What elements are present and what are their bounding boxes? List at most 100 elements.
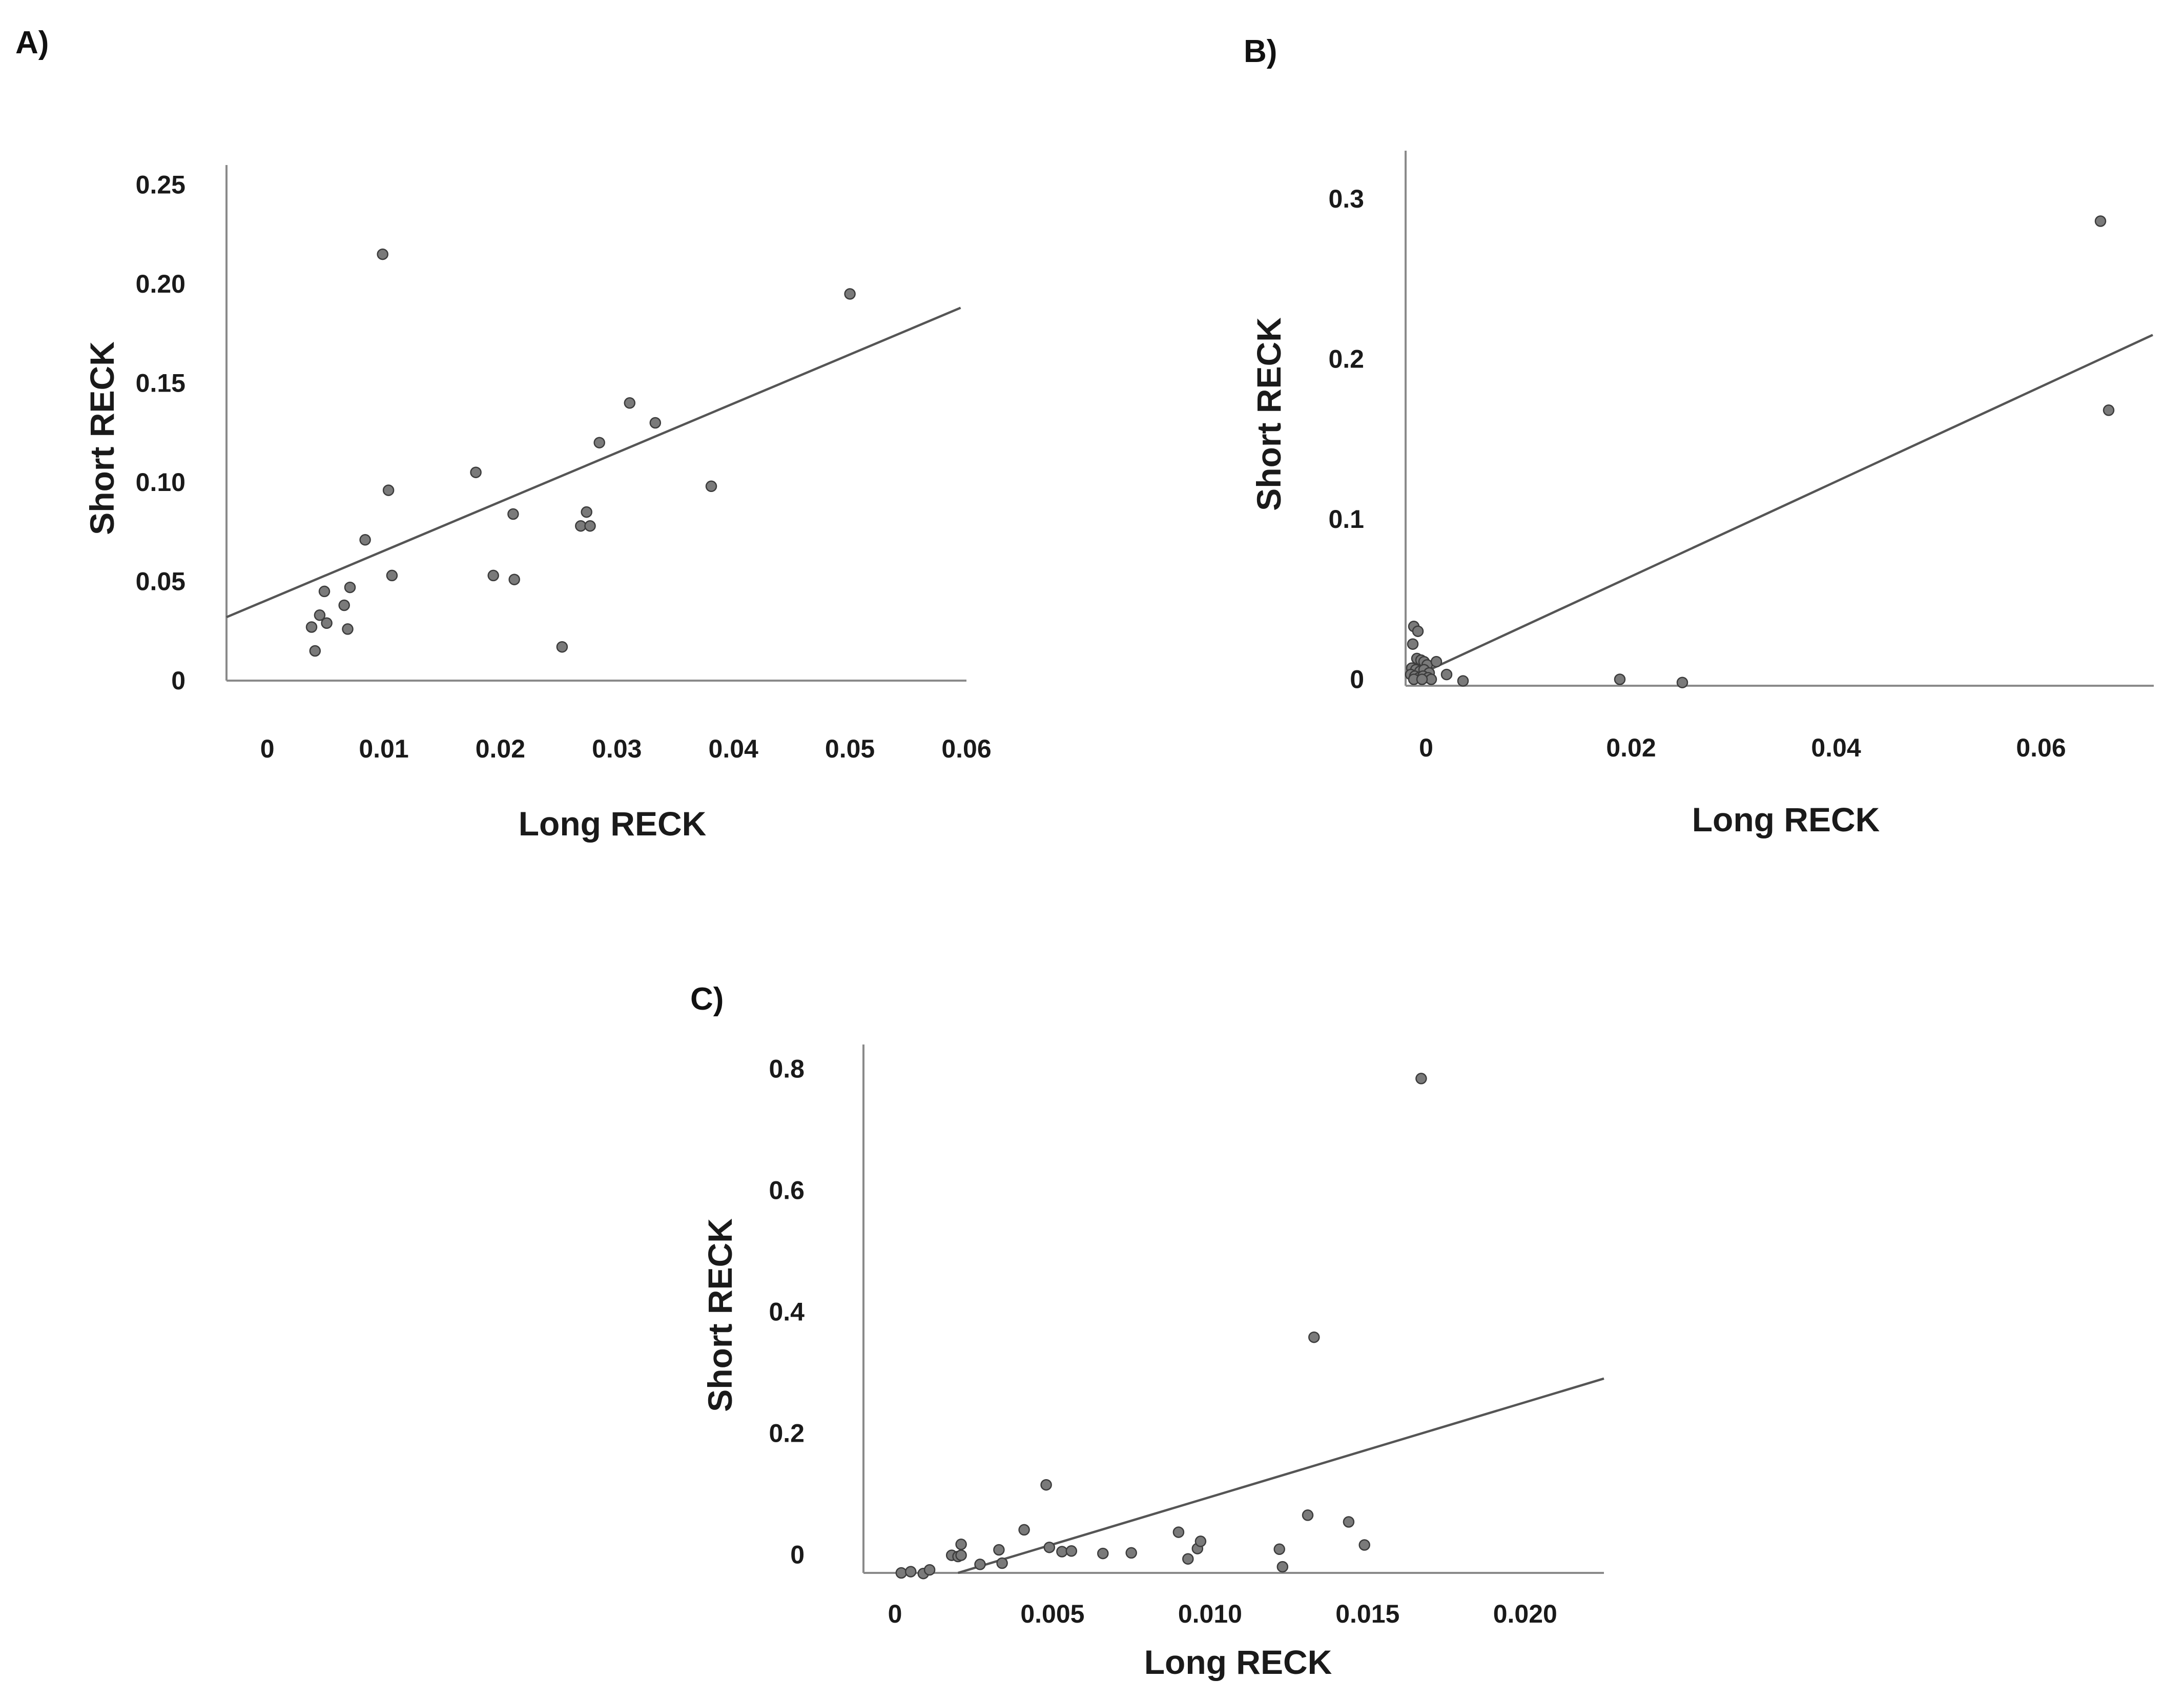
data-point-c-20 [1182, 1553, 1194, 1565]
data-point-a-19 [581, 506, 592, 518]
data-point-b-23 [1457, 675, 1469, 687]
x-tick-labels-c: 0 0.005 0.010 0.015 0.020 [888, 1600, 1557, 1628]
data-point-a-22 [624, 397, 636, 409]
x-tick-label: 0 [888, 1600, 902, 1628]
y-tick-label: 0.4 [769, 1297, 805, 1326]
y-tick-labels-a: 0 0.05 0.10 0.15 0.20 0.25 [136, 171, 186, 695]
data-point-a-1 [305, 621, 318, 633]
scatter-panel-b: B) 0 0.02 0.04 0.06 0 0.1 0.2 0.3 Long RECK Sh… [1244, 34, 2154, 838]
data-point-c-15 [1056, 1546, 1068, 1558]
data-point-b-27 [2103, 404, 2115, 416]
panel-label-a: A) [15, 25, 49, 60]
y-tick-label: 0.3 [1328, 185, 1364, 213]
y-tick-label: 0.1 [1328, 505, 1364, 534]
data-point-b-26 [2094, 215, 2107, 227]
data-point-c-24 [1276, 1561, 1289, 1573]
y-tick-label: 0.6 [769, 1176, 805, 1204]
data-point-b-25 [1676, 677, 1688, 688]
x-tick-label: 0.020 [1493, 1600, 1557, 1628]
y-tick-label: 0.25 [136, 171, 186, 199]
data-point-a-4 [318, 585, 331, 598]
x-tick-label: 0.03 [592, 734, 642, 763]
data-point-c-4 [923, 1564, 936, 1576]
data-point-c-22 [1194, 1535, 1207, 1547]
panel-label-c: C) [690, 981, 724, 1017]
data-point-b-8 [1430, 656, 1443, 668]
y-tick-label: 0 [171, 666, 186, 695]
x-tick-label: 0 [260, 734, 275, 763]
y-tick-label: 0.2 [769, 1419, 805, 1447]
x-tick-labels-a: 0 0.01 0.02 0.03 0.04 0.05 0.06 [260, 734, 992, 763]
x-tick-label: 0.05 [825, 734, 875, 763]
y-tick-label: 0.10 [136, 468, 186, 497]
y-axis-title-a: Short RECK [83, 341, 121, 535]
data-points-a [305, 248, 856, 657]
x-tick-label: 0.06 [2016, 733, 2066, 762]
data-point-a-24 [705, 480, 717, 493]
data-point-c-7 [955, 1549, 967, 1561]
data-point-a-9 [359, 534, 371, 546]
data-point-c-2 [904, 1566, 917, 1578]
y-tick-label: 0.20 [136, 270, 186, 298]
x-tick-label: 0.015 [1335, 1600, 1399, 1628]
data-point-c-18 [1125, 1547, 1137, 1559]
data-point-c-19 [1172, 1526, 1185, 1538]
data-point-a-11 [382, 484, 395, 496]
data-point-c-28 [1358, 1539, 1370, 1551]
regression-line-c [957, 1377, 1604, 1574]
scatter-panel-a: A) 0 0.01 0.02 0.03 0.04 0.05 0.06 0 0.05 0.10 0.… [15, 25, 992, 843]
data-point-a-21 [593, 437, 605, 448]
data-point-b-21 [1416, 673, 1428, 685]
x-axis-title-c: Long RECK [1144, 1643, 1332, 1681]
data-point-a-23 [649, 417, 662, 429]
data-point-c-12 [1018, 1524, 1030, 1536]
data-point-c-14 [1043, 1541, 1056, 1553]
data-point-a-7 [342, 623, 354, 635]
data-point-a-6 [338, 599, 350, 611]
x-tick-label: 0.04 [1811, 733, 1861, 762]
data-point-a-8 [344, 581, 356, 593]
panel-label-b: B) [1244, 34, 1277, 69]
data-point-c-25 [1302, 1509, 1314, 1521]
data-point-c-23 [1273, 1543, 1285, 1555]
x-tick-label: 0.02 [1606, 733, 1656, 762]
data-point-a-12 [386, 569, 398, 582]
data-point-a-25 [844, 288, 856, 300]
data-point-c-11 [996, 1557, 1008, 1569]
y-tick-labels-b: 0 0.1 0.2 0.3 [1328, 185, 1364, 694]
data-point-c-26 [1308, 1331, 1320, 1343]
data-point-b-24 [1614, 673, 1626, 685]
data-point-b-2 [1412, 625, 1424, 637]
x-axis-title-a: Long RECK [519, 805, 707, 843]
regression-line-b [1426, 334, 2153, 672]
x-tick-labels-b: 0 0.02 0.04 0.06 [1419, 733, 2066, 762]
x-tick-label: 0.04 [709, 734, 759, 763]
data-point-c-13 [1040, 1479, 1052, 1491]
data-point-a-15 [507, 508, 519, 520]
y-tick-label: 0.15 [136, 369, 186, 398]
y-tick-label: 0.05 [136, 567, 186, 596]
data-point-a-14 [487, 569, 499, 582]
data-point-a-17 [556, 641, 568, 653]
data-point-a-3 [314, 609, 326, 621]
data-point-c-27 [1343, 1516, 1355, 1528]
data-point-a-5 [321, 617, 333, 629]
data-point-c-29 [1415, 1073, 1427, 1084]
scatter-panel-c: C) 0 0.005 0.010 0.015 0.020 0 0.2 0.4 0.6 0.8 L… [690, 981, 1604, 1681]
data-point-c-17 [1097, 1547, 1109, 1560]
data-point-c-16 [1065, 1545, 1078, 1557]
data-point-a-10 [377, 248, 388, 260]
data-point-c-8 [955, 1539, 967, 1550]
data-point-b-3 [1407, 638, 1419, 650]
data-point-c-1 [895, 1567, 908, 1579]
y-tick-label: 0.8 [769, 1054, 805, 1083]
data-point-a-20 [584, 520, 596, 532]
y-tick-labels-c: 0 0.2 0.4 0.6 0.8 [769, 1054, 805, 1569]
x-tick-label: 0.005 [1020, 1600, 1084, 1628]
x-tick-label: 0.010 [1178, 1600, 1242, 1628]
data-point-a-2 [309, 645, 321, 657]
data-point-a-16 [508, 574, 520, 585]
data-points-c [895, 1073, 1427, 1580]
regression-line-a [226, 306, 961, 619]
